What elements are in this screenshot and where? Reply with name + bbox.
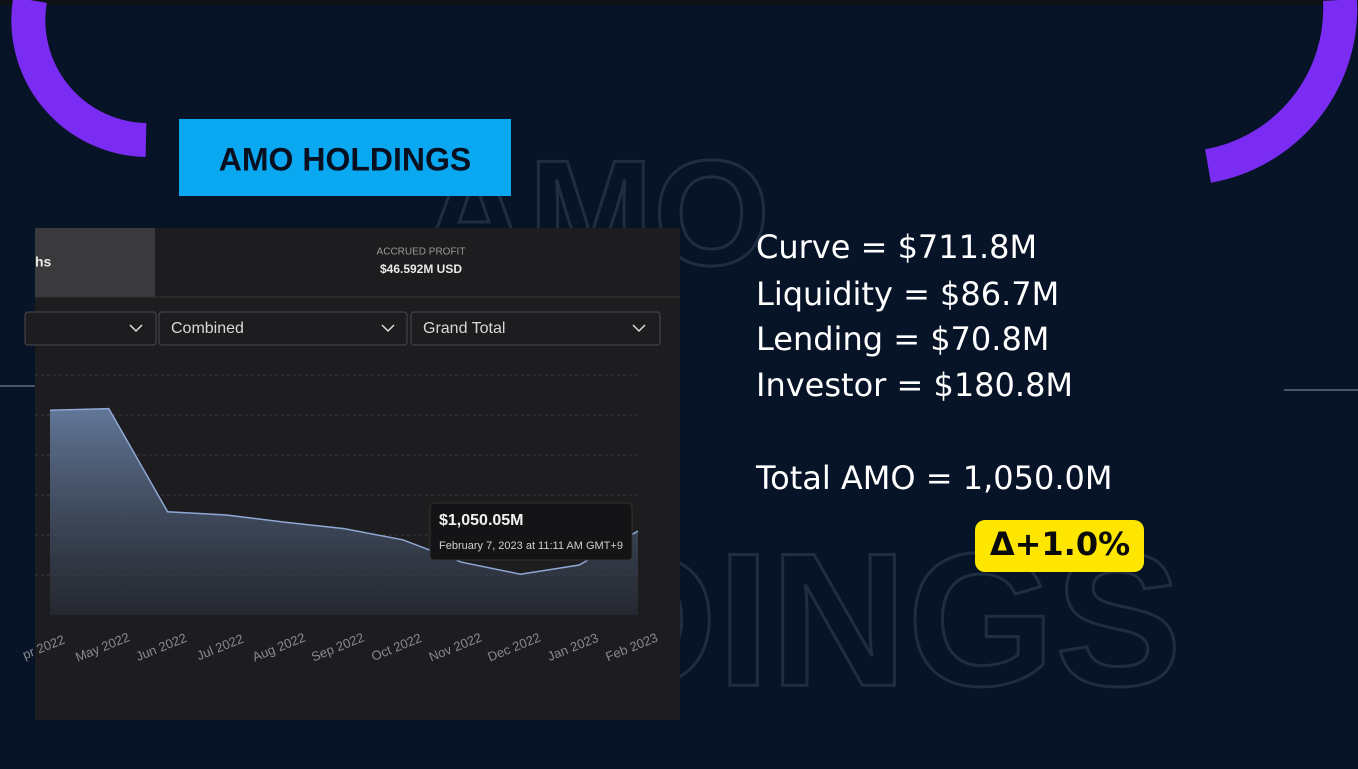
tooltip-date: February 7, 2023 at 11:11 AM GMT+9 — [439, 540, 623, 552]
tooltip: $1,050.05M February 7, 2023 at 11:11 AM … — [429, 502, 633, 561]
chevron — [129, 324, 143, 333]
dropdown[interactable] — [24, 311, 157, 346]
profit-value: $46.592M USD — [380, 262, 462, 276]
title-box — [179, 119, 511, 196]
dropdown[interactable] — [158, 311, 408, 346]
tab[interactable] — [35, 228, 155, 297]
dropdown-label[interactable]: Grand Total — [423, 320, 505, 337]
tooltip-box — [429, 502, 633, 561]
tooltip-value: $1,050.05M — [439, 512, 524, 529]
chevron — [632, 324, 646, 333]
stat-total: Total AMO = 1,050.0M — [755, 459, 1113, 497]
dropdown-label[interactable]: Combined — [171, 320, 244, 337]
area — [50, 408, 638, 615]
change-badge — [975, 520, 1144, 572]
chevron — [381, 324, 395, 333]
tab-label[interactable]: hs — [35, 254, 52, 270]
dropdown[interactable] — [410, 311, 661, 346]
arc-left — [11, 0, 147, 157]
stat-line: Liquidity = $86.7M — [756, 275, 1059, 313]
stat-line: Investor = $180.8M — [756, 366, 1073, 404]
change-value: Δ+1.0% — [990, 525, 1130, 563]
title: AMO HOLDINGS — [219, 141, 471, 177]
stat-line: Lending = $70.8M — [756, 320, 1049, 358]
line — [49, 407, 639, 575]
chart-panel: hs ACCRUED PROFIT $46.592M USD Combined … — [20, 228, 680, 720]
profit-label: ACCRUED PROFIT — [377, 247, 466, 258]
top-strip — [0, 0, 1358, 5]
arc-right — [1204, 0, 1358, 183]
stat-line: Curve = $711.8M — [756, 228, 1037, 266]
